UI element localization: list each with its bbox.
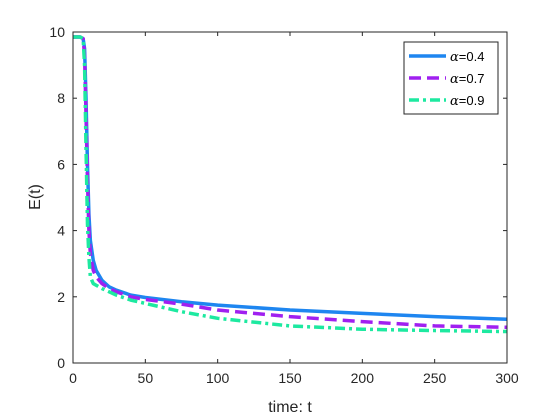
series-line-3 [73,35,508,334]
ticks-layer: 0 50 100 150 200 250 300 0 2 4 6 8 10 [49,24,518,386]
x-tick-label: 150 [278,370,302,386]
y-tick-label: 4 [57,223,65,239]
x-tick-label: 50 [138,370,154,386]
y-tick-label: 10 [49,24,65,40]
legend: α=0.4 α=0.7 α=0.9 [403,41,499,115]
x-tick-label: 100 [206,370,230,386]
legend-label-3: α=0.9 [450,93,484,109]
y-axis-label: E(t) [27,184,44,210]
series-layer [73,35,508,334]
y-tick-label: 6 [57,156,65,172]
y-tick-label: 0 [57,355,65,371]
x-tick-label: 300 [495,370,519,386]
x-tick-label: 250 [423,370,447,386]
y-tick-label: 8 [57,90,65,106]
x-axis-label: time: t [268,399,312,416]
x-tick-label: 200 [351,370,375,386]
x-tick-label: 0 [69,370,77,386]
y-tick-label: 2 [57,289,65,305]
legend-label-1: α=0.4 [450,49,484,65]
legend-label-2: α=0.7 [450,71,484,87]
